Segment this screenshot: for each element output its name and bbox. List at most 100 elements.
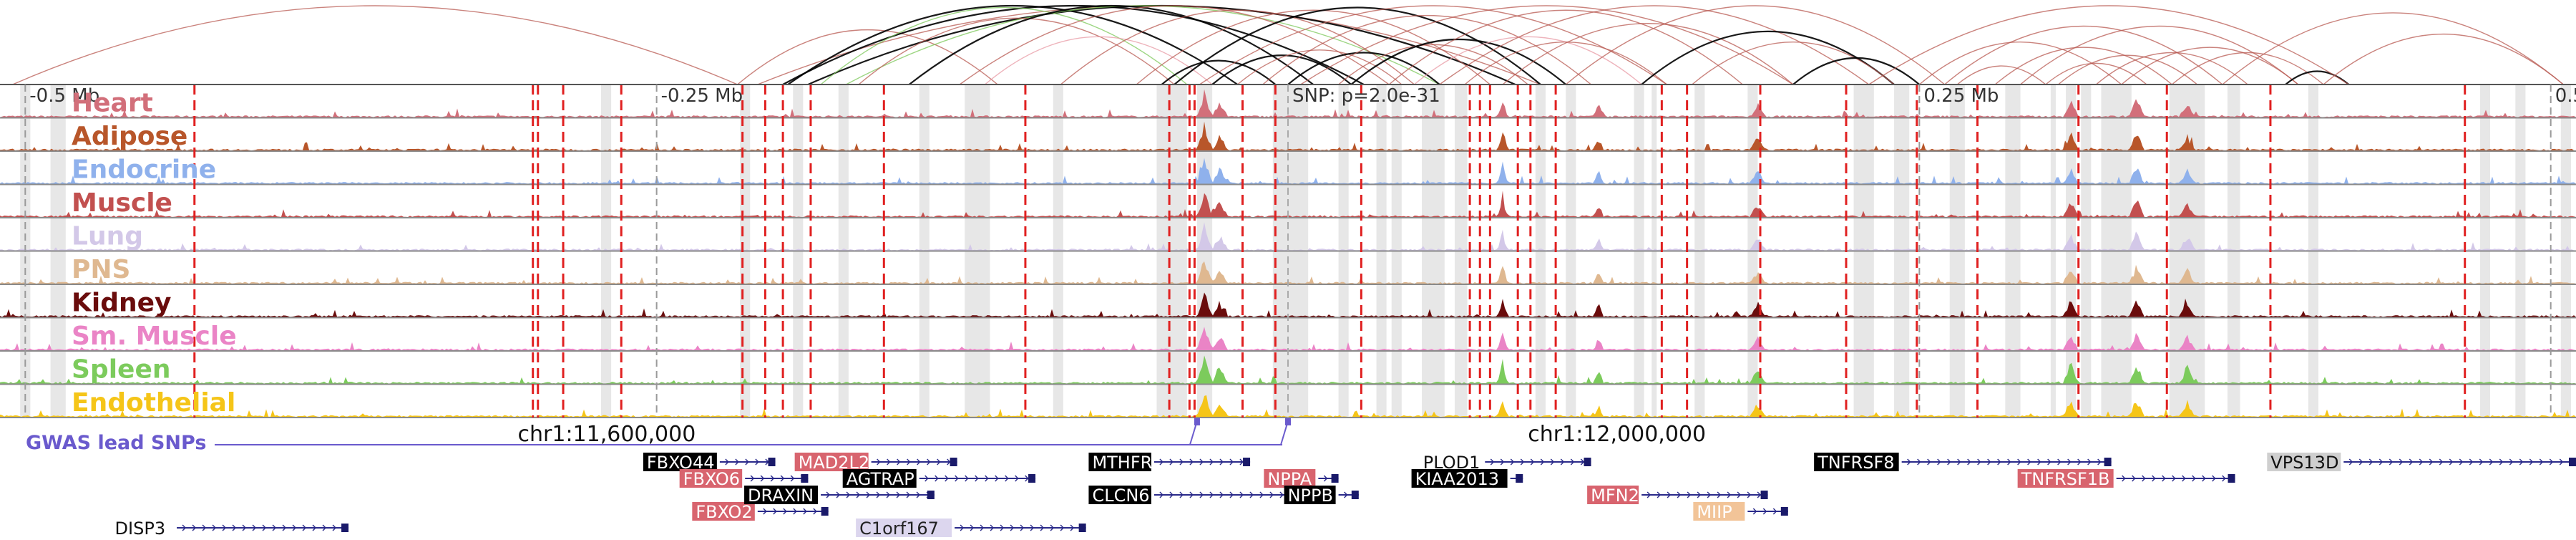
gene-strand-arrow [876,491,881,498]
gene-label: FBXO2 [696,502,752,522]
gene-strand-arrow [935,475,939,482]
chromatin-loop [2095,52,2248,85]
gene-strand-arrow [790,475,795,482]
gene-strand-arrow [1907,458,1911,466]
gene-strand-arrow [856,491,861,498]
gene-strand-arrow [773,508,777,515]
gene-strand-arrow [2399,458,2404,466]
gene-strand-arrow [793,508,797,515]
gene-strand-arrow [1917,458,1921,466]
gene-strand-arrow [2037,458,2041,466]
gene-strand-arrow [927,458,931,466]
gene-strand-arrow [813,508,817,515]
gene-strand-arrow [1560,458,1565,466]
gene-strand-arrow [1209,491,1214,498]
chromatin-loops-layer [12,4,2564,86]
track-label: Heart [72,89,153,118]
gwas-label: GWAS lead SNPs [26,432,206,454]
gene-disp3: DISP3 [115,519,349,539]
track-label: Lung [72,222,143,251]
gene-strand-arrow [1987,458,1991,466]
gene-mfn2: MFN2 [1587,486,1768,506]
gene-strand-arrow [887,458,891,466]
axis-tick-label: -0.5 Mb [29,85,99,107]
gene-label: DISP3 [115,519,166,537]
gene-strand-arrow [1199,458,1204,466]
gene-strand-arrow [1967,458,1971,466]
chromatin-loop [787,5,1239,85]
gene-strand-arrow [745,458,749,466]
gene-strand-arrow [1752,508,1757,515]
gene-strand-arrow [755,458,759,466]
gene-strand-arrow [907,458,911,466]
gene-strand-arrow [1772,508,1777,515]
chromatin-loop [1136,9,1491,85]
gene-label-box [1088,486,1151,504]
chromatin-loop [1174,6,1541,85]
gene-strand-arrow [1677,491,1682,498]
chromatin-loop [846,5,1440,85]
gene-strand-arrow [896,491,901,498]
gene-nppb: NPPB [1284,486,1359,506]
gene-strand-arrow [1957,458,1961,466]
chromatin-loop [1502,23,1794,85]
gene-strand-arrow [985,475,989,482]
gene-strand-arrow [886,491,891,498]
gene-fbxo6: FBXO6 [679,469,809,489]
gene-strand-arrow [1025,475,1029,482]
gene-strand-arrow [1747,491,1752,498]
gene-agtrap: AGTRAP [842,469,1036,489]
gene-strand-arrow [1977,458,1981,466]
gene-label-box [1411,469,1508,488]
gene-strand-arrow [1997,458,2001,466]
gene-strand-arrow [1050,524,1055,531]
track-label: Endocrine [72,155,216,185]
gene-label: NPPB [1288,486,1333,506]
axis-tick-label: 0.5 Mb [2555,85,2576,107]
chromatin-loop [2285,70,2350,85]
gene-strand-arrow [2459,458,2464,466]
gene-label: KIAA2013 [1415,469,1499,489]
gene-strand-arrow [2559,458,2564,466]
gene-label: MIIP [1697,502,1732,522]
gene-strand-arrow [302,524,307,531]
chromatin-loop [858,17,1175,85]
gene-strand-arrow [1060,524,1065,531]
gene-strand-arrow [2368,458,2373,466]
gene-strand-arrow [780,475,785,482]
gene-strand-arrow [2057,458,2062,466]
chromatin-loop [2121,47,2299,85]
gene-strand-arrow [1000,524,1005,531]
gene-strand-arrow [990,524,995,531]
gene-strand-arrow [1259,491,1264,498]
gene-strand-arrow [1005,475,1009,482]
ruler-axis: -0.5 Mb -0.25 Mb 0.25 Mb 0.5 Mb SNP: p=2.0e-… [0,84,2576,418]
gene-label: TNFRSF1B [2021,469,2110,489]
gene-strand-arrow [960,524,965,531]
chromatin-loop [2045,62,2147,85]
gene-strand-arrow [2429,458,2434,466]
gene-exon [927,491,935,499]
gene-strand-arrow [1015,475,1019,482]
chromatin-loop [1338,44,1528,85]
gene-label: AGTRAP [847,469,914,489]
gene-exon [1078,524,1086,532]
gene-strand-arrow [1209,458,1214,466]
gene-strand-arrow [2358,458,2363,466]
gene-strand-arrow [1030,524,1035,531]
gene-strand-arrow [2027,458,2031,466]
track-label: Adipose [72,122,187,151]
chromatin-loop [2020,25,2299,85]
gene-strand-arrow [1249,491,1254,498]
gene-exon [1780,507,1788,516]
gene-strand-arrow [252,524,257,531]
gene-strand-arrow [1737,491,1742,498]
chromatin-loop [1641,30,1895,85]
gene-strand-arrow [1657,491,1662,498]
gene-strand-arrow [2152,475,2156,482]
gene-exon [821,507,829,516]
gene-strand-arrow [725,458,729,466]
gene-strand-arrow [2212,475,2216,482]
gene-strand-arrow [970,524,975,531]
